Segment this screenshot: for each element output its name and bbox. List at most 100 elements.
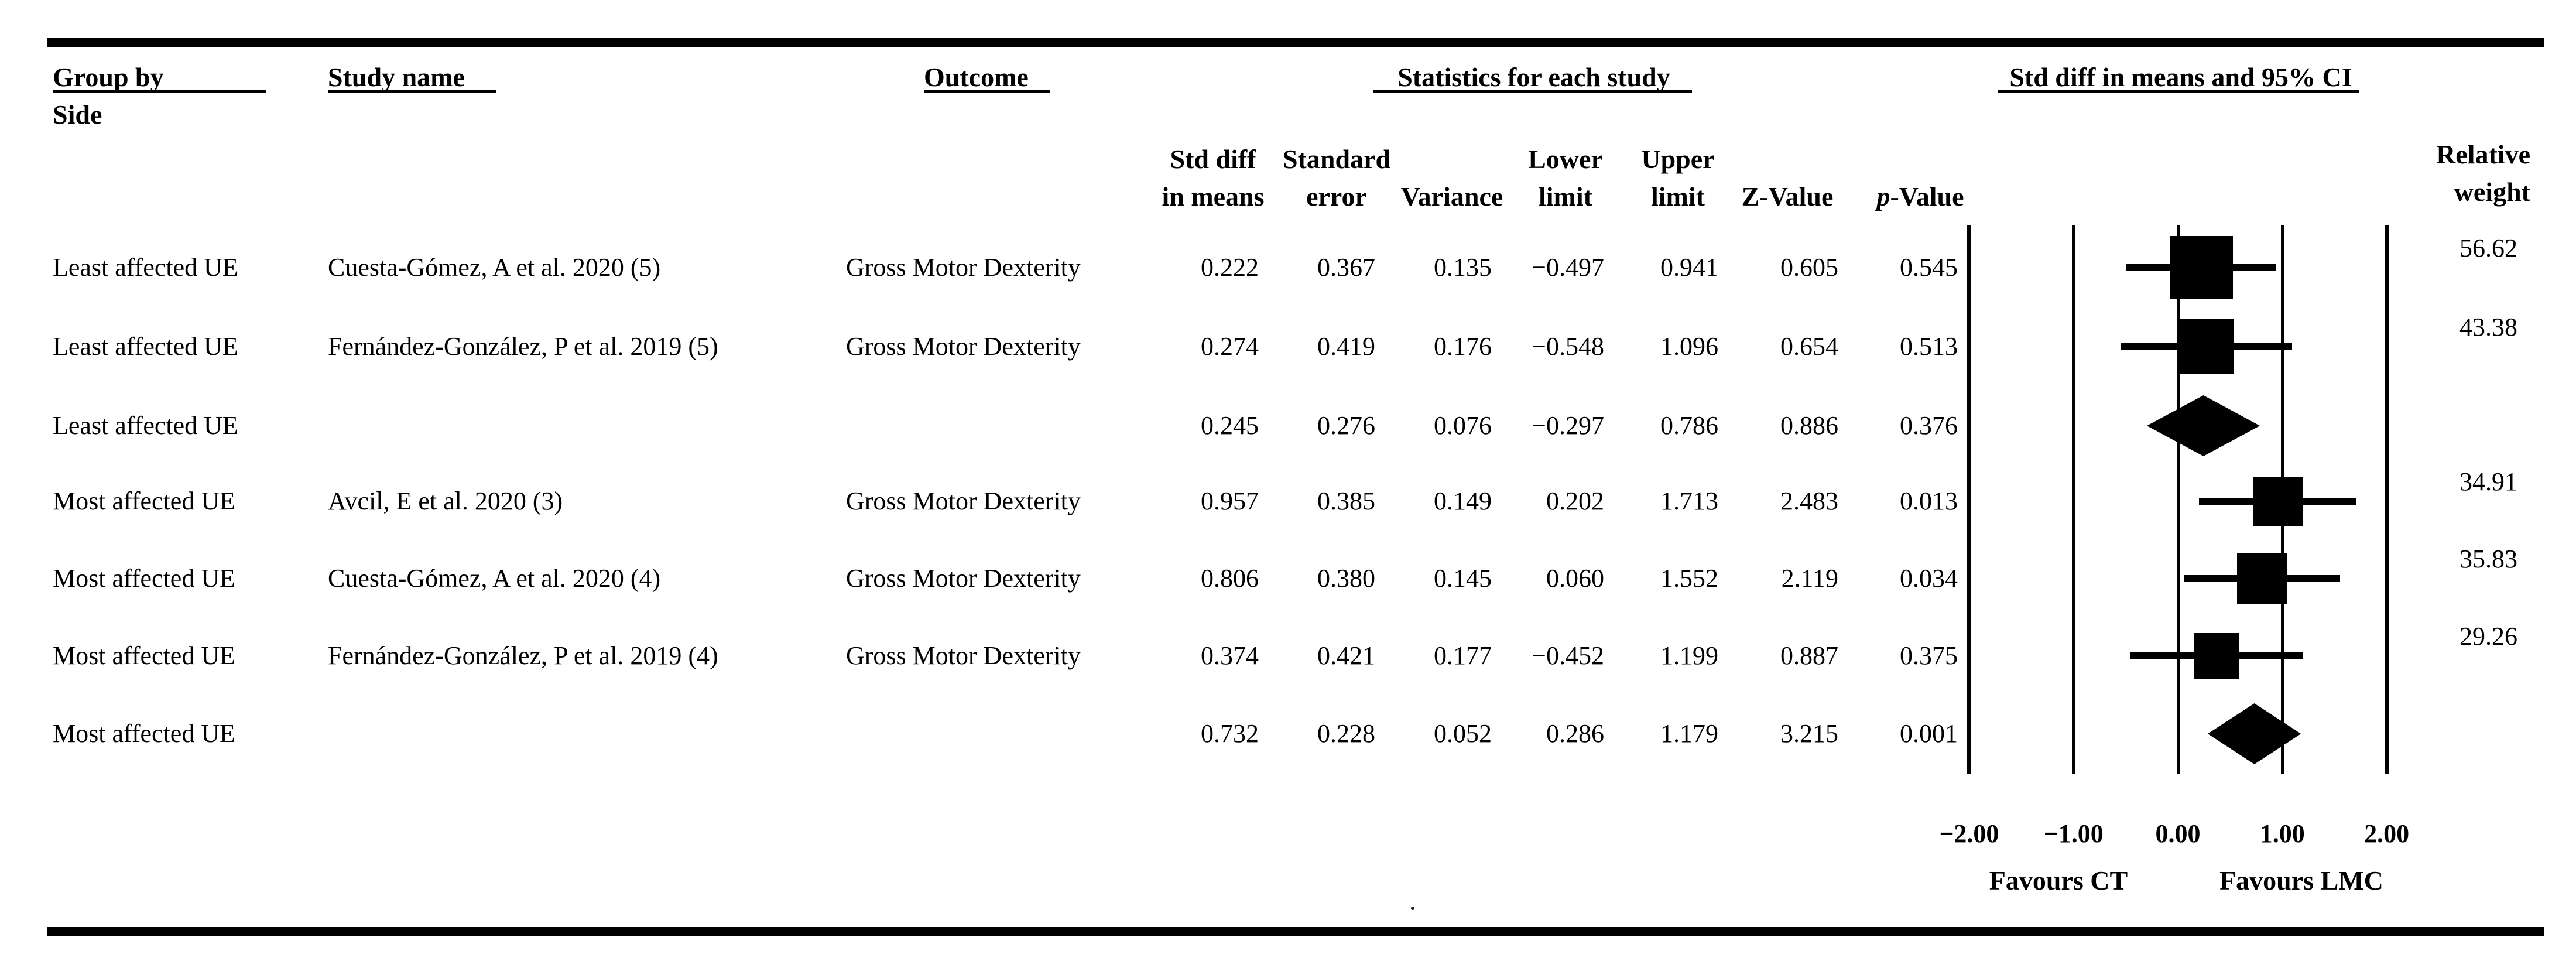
stat-subheader-line2: Z-Value [1741,182,1834,211]
row-stat-value: 0.421 [1317,641,1375,670]
row-stat-value: 0.376 [1900,411,1958,440]
row-stat-value: 1.199 [1660,641,1718,670]
study-point-square [2178,319,2235,375]
row-stat-value: 0.013 [1900,487,1958,515]
row-stat-value: 0.145 [1434,564,1492,593]
row-stat-value: 0.274 [1201,332,1259,361]
underline-ci [1998,90,2359,93]
row-relative-weight: 34.91 [2459,467,2517,496]
row-study-label: Fernández-González, P et al. 2019 (4) [328,641,718,670]
row-stat-value: 0.545 [1900,253,1958,282]
row-stat-value: 0.654 [1780,332,1838,361]
row-stat-value: 2.119 [1781,564,1838,593]
row-stat-value: 0.001 [1900,719,1958,748]
study-point-square [2253,476,2303,526]
row-stat-value: −0.497 [1532,253,1604,282]
row-stat-value: 0.286 [1546,719,1604,748]
row-stat-value: 0.806 [1201,564,1259,593]
row-outcome-label: Gross Motor Dexterity [846,332,1081,361]
row-relative-weight: 43.38 [2459,313,2517,341]
axis-tick-label: 2.00 [2364,819,2410,848]
axis-gridline [1967,225,1972,774]
axis-tick-label: −2.00 [1939,819,1999,848]
row-stat-value: 0.367 [1317,253,1375,282]
row-stat-value: −0.452 [1532,641,1604,670]
column-header-relative: Relative [2436,139,2530,169]
column-header-outcome: Outcome [924,62,1029,92]
row-stat-value: 0.941 [1660,253,1718,282]
row-group-label: Most affected UE [53,487,235,515]
row-stat-value: 0.060 [1546,564,1604,593]
underline-study-name [328,90,496,93]
row-outcome-label: Gross Motor Dexterity [846,487,1081,515]
row-stat-value: 0.886 [1780,411,1838,440]
row-stat-value: 0.149 [1434,487,1492,515]
row-outcome-label: Gross Motor Dexterity [846,253,1081,282]
row-stat-value: 0.034 [1900,564,1958,593]
row-stat-value: 0.135 [1434,253,1492,282]
row-group-label: Most affected UE [53,564,235,593]
row-stat-value: 0.276 [1317,411,1375,440]
study-point-square [2236,553,2287,604]
row-stat-value: 0.076 [1434,411,1492,440]
row-stat-value: 0.380 [1317,564,1375,593]
row-outcome-label: Gross Motor Dexterity [846,641,1081,670]
row-stat-value: 1.713 [1660,487,1718,515]
axis-gridline [2384,225,2389,774]
row-group-label: Most affected UE [53,641,235,670]
row-study-label: Avcil, E et al. 2020 (3) [328,487,563,515]
axis-gridline [2176,225,2180,774]
summary-diamond [2147,395,2260,456]
row-group-label: Least affected UE [53,253,238,282]
row-stat-value: 0.222 [1201,253,1259,282]
row-stat-value: 0.385 [1317,487,1375,515]
italic-p: p [1876,182,1890,211]
bottom-rule [47,927,2544,936]
underline-group-by [53,90,266,93]
row-stat-value: 1.096 [1660,332,1718,361]
row-stat-value: 0.786 [1660,411,1718,440]
row-stat-value: 0.176 [1434,332,1492,361]
row-stat-value: 0.513 [1900,332,1958,361]
row-stat-value: 0.245 [1201,411,1259,440]
row-study-label: Fernández-González, P et al. 2019 (5) [328,332,718,361]
row-stat-value: 0.177 [1434,641,1492,670]
underline-outcome [924,90,1050,93]
stat-subheader-line1: Standard [1282,144,1391,174]
stat-subheader-line2: in means [1162,182,1265,211]
column-header-ci: Std diff in means and 95% CI [2009,62,2352,92]
favours-right-label: Favours LMC [2219,866,2383,895]
row-stat-value: 0.374 [1201,641,1259,670]
favours-left-label: Favours CT [1989,866,2128,895]
row-relative-weight: 35.83 [2459,545,2517,573]
stray-dot [1411,907,1414,910]
summary-diamond [2207,703,2301,764]
row-stat-value: 0.202 [1546,487,1604,515]
top-rule [47,38,2544,47]
row-study-label: Cuesta-Gómez, A et al. 2020 (5) [328,253,661,282]
study-point-square [2169,236,2233,299]
axis-tick-label: 1.00 [2259,819,2305,848]
row-group-label: Least affected UE [53,332,238,361]
axis-tick-label: −1.00 [2043,819,2104,848]
stat-subheader-line1: Lower [1528,144,1603,174]
row-stat-value: 0.052 [1434,719,1492,748]
study-point-square [2194,633,2240,679]
row-stat-value: 0.957 [1201,487,1259,515]
axis-tick-label: 0.00 [2155,819,2201,848]
row-stat-value: −0.548 [1532,332,1604,361]
stat-subheader-line1: Upper [1641,144,1715,174]
row-group-label: Least affected UE [53,411,238,440]
column-header-study-name: Study name [328,62,465,92]
row-relative-weight: 56.62 [2459,234,2517,262]
row-group-label: Most affected UE [53,719,235,748]
row-stat-value: 0.228 [1317,719,1375,748]
row-stat-value: 0.605 [1780,253,1838,282]
column-header-statistics: Statistics for each study [1397,62,1670,92]
stat-subheader-line2: limit [1651,182,1705,211]
row-stat-value: 0.419 [1317,332,1375,361]
row-stat-value: −0.297 [1532,411,1604,440]
row-stat-value: 1.552 [1660,564,1718,593]
row-study-label: Cuesta-Gómez, A et al. 2020 (4) [328,564,661,593]
column-header-side: Side [53,100,102,129]
